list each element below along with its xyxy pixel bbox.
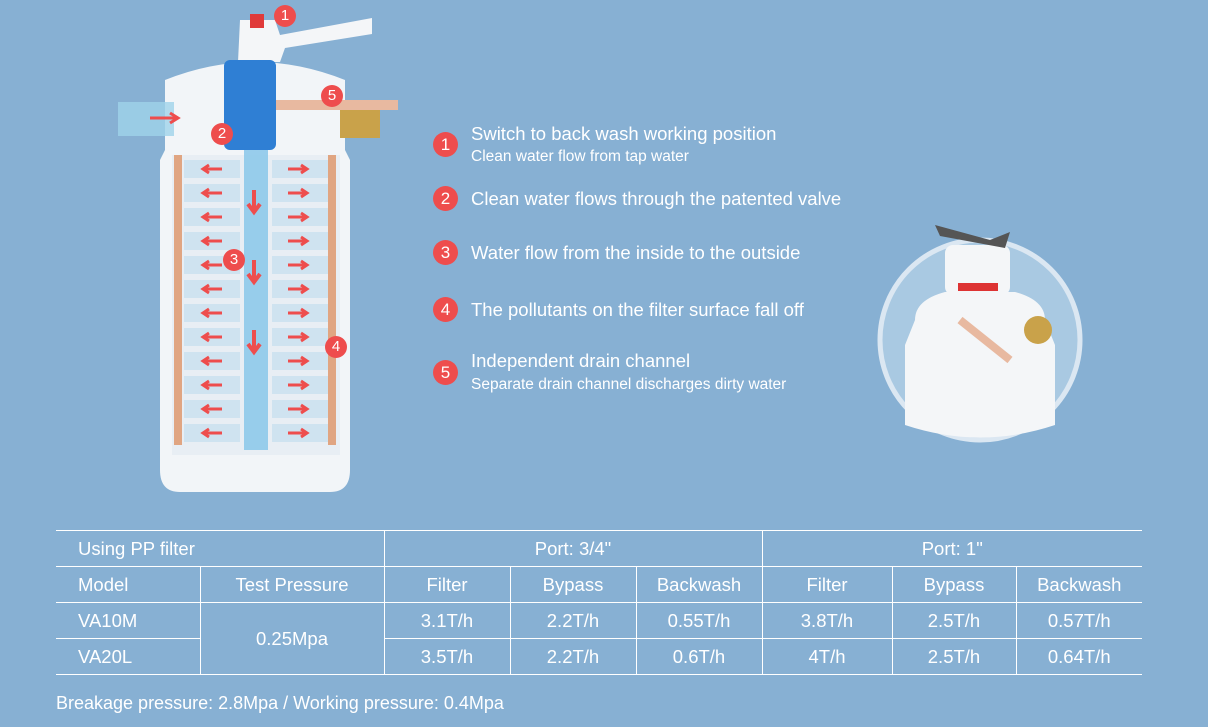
core-arrow xyxy=(246,330,262,356)
step-title: Clean water flows through the patented v… xyxy=(471,188,842,209)
media-edge xyxy=(174,155,182,445)
marker: 2 xyxy=(211,123,233,145)
step-title: The pollutants on the filter surface fal… xyxy=(471,299,804,320)
flow-arrow xyxy=(200,283,222,295)
flow-arrow xyxy=(200,235,222,247)
flow-arrow xyxy=(288,307,310,319)
table-cell: VA10M xyxy=(56,602,200,639)
table-cell: 2.5T/h xyxy=(891,602,1016,639)
flow-arrow xyxy=(288,403,310,415)
inset-housing xyxy=(905,292,1055,438)
inset-red xyxy=(958,283,998,291)
table-row: VA10M 0.25Mpa 3.1T/h 2.2T/h 0.55T/h 3.8T… xyxy=(56,602,1142,675)
table-cell: Backwash xyxy=(1015,566,1142,603)
step-title: Independent drain channel xyxy=(471,350,691,371)
table-cell: 2.5T/h xyxy=(891,638,1016,675)
inset-drain xyxy=(957,316,1013,364)
core-arrow xyxy=(246,260,262,286)
flow-arrow xyxy=(288,355,310,367)
flow-arrow xyxy=(200,187,222,199)
marker: 1 xyxy=(274,5,296,27)
inset-handle xyxy=(935,225,1010,248)
table-cell: Test Pressure xyxy=(199,566,384,603)
table-cell: 2.2T/h xyxy=(509,602,636,639)
table-cell: 2.2T/h xyxy=(509,638,636,675)
step-subtitle: Clean water flow from tap water xyxy=(471,148,689,165)
step-subtitle: Separate drain channel discharges dirty … xyxy=(471,376,787,393)
step-number: 3 xyxy=(433,240,458,265)
table-cell: 0.55T/h xyxy=(635,602,762,639)
flow-arrow xyxy=(288,211,310,223)
flow-arrow xyxy=(288,283,310,295)
core-arrow xyxy=(246,190,262,216)
media-edge xyxy=(328,155,336,445)
flow-arrow xyxy=(200,355,222,367)
flow-arrow xyxy=(200,331,222,343)
switch xyxy=(250,14,264,28)
outlet xyxy=(340,108,380,138)
flow-arrow xyxy=(288,427,310,439)
step-number: 4 xyxy=(433,297,458,322)
flow-arrow xyxy=(288,235,310,247)
table-cell: Model xyxy=(56,566,200,603)
flow-arrow xyxy=(200,259,222,271)
spec-table: Using PP filter Port: 3/4" Port: 1" Mode… xyxy=(56,530,1142,675)
table-cell: Filter xyxy=(383,566,510,603)
table-row: Model Test Pressure Filter Bypass Backwa… xyxy=(56,566,1142,603)
flow-arrow xyxy=(200,427,222,439)
table-cell: 3.5T/h xyxy=(383,638,510,675)
table-row: Using PP filter Port: 3/4" Port: 1" xyxy=(56,530,1142,567)
step-title: Switch to back wash working position xyxy=(471,123,777,144)
table-cell: Using PP filter xyxy=(56,530,384,567)
marker: 3 xyxy=(223,249,245,271)
inlet-arrow xyxy=(150,111,181,125)
inset-head xyxy=(945,245,1010,295)
flow-arrow xyxy=(288,379,310,391)
step-number: 1 xyxy=(433,132,458,157)
table-cell: 0.6T/h xyxy=(635,638,762,675)
table-cell: VA20L xyxy=(56,638,200,675)
flow-arrow xyxy=(288,163,310,175)
step-title: Water flow from the inside to the outsid… xyxy=(471,242,801,263)
step-number: 5 xyxy=(433,360,458,385)
flow-arrow xyxy=(288,259,310,271)
flow-arrow xyxy=(200,403,222,415)
valve xyxy=(224,60,276,150)
marker: 5 xyxy=(321,85,343,107)
handle xyxy=(238,18,372,62)
inset-port xyxy=(1024,316,1052,344)
footer-note: Breakage pressure: 2.8Mpa / Working pres… xyxy=(56,693,504,713)
table-cell: Bypass xyxy=(509,566,636,603)
table-cell: Port: 3/4" xyxy=(383,530,762,567)
table-cell: Port: 1" xyxy=(761,530,1142,567)
flow-arrow xyxy=(288,331,310,343)
table-cell: 0.25Mpa xyxy=(199,602,384,675)
table-cell: Backwash xyxy=(635,566,762,603)
flow-arrow xyxy=(200,211,222,223)
marker: 4 xyxy=(325,336,347,358)
table-row: VA20L 3.5T/h 2.2T/h 0.6T/h 4T/h 2.5T/h 0… xyxy=(56,638,1142,675)
table-cell: 3.8T/h xyxy=(761,602,892,639)
flow-arrow xyxy=(200,307,222,319)
table-cell: Bypass xyxy=(891,566,1016,603)
flow-arrow xyxy=(288,187,310,199)
flow-arrow xyxy=(200,163,222,175)
step-number: 2 xyxy=(433,186,458,211)
table-cell: 0.64T/h xyxy=(1015,638,1142,675)
table-cell: 3.1T/h xyxy=(383,602,510,639)
table-cell: 0.57T/h xyxy=(1015,602,1142,639)
table-cell: Filter xyxy=(761,566,892,603)
table-cell: 4T/h xyxy=(761,638,892,675)
flow-arrow xyxy=(200,379,222,391)
